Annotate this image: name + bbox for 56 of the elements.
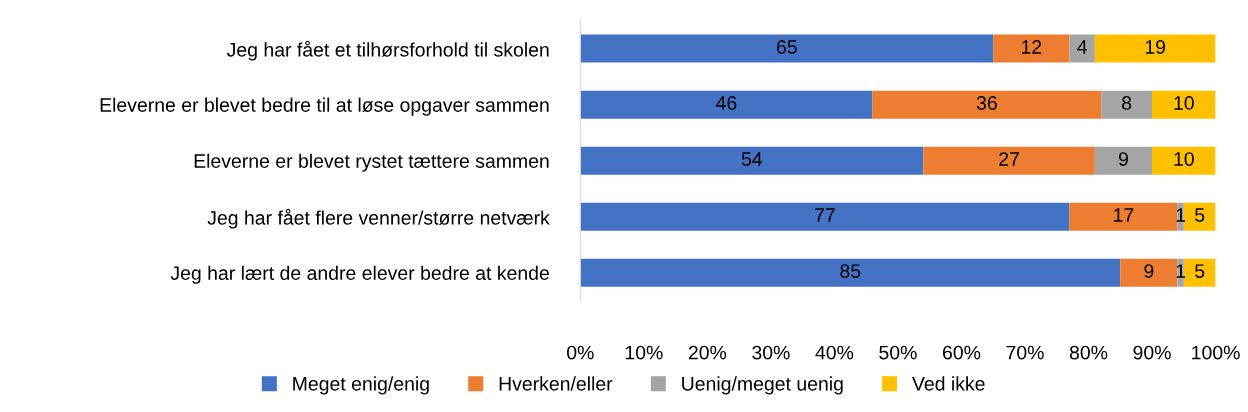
bar [1152, 146, 1216, 175]
y-tick-label: Eleverne er blevet bedre til at løse opgaver sammen [100, 97, 549, 116]
bar [1069, 34, 1095, 63]
data-label: 77 [815, 208, 835, 222]
x-tick-label: 70% [1006, 345, 1044, 360]
data-label: 5 [1195, 208, 1205, 222]
data-label: 36 [976, 96, 997, 110]
bar [1120, 258, 1178, 287]
y-tick-label: Eleverne er blevet rystet tættere sammen [194, 153, 549, 172]
x-tick-label: 0% [567, 345, 594, 360]
data-label: 12 [1022, 40, 1042, 54]
data-label: 4 [1077, 40, 1087, 54]
data-label: 65 [776, 40, 797, 54]
data-label: 10 [1174, 96, 1194, 110]
legend-label: Uenig/meget uenig [682, 376, 843, 395]
data-label: 46 [716, 96, 737, 110]
data-label: 19 [1145, 40, 1166, 54]
x-tick-label: 80% [1069, 345, 1108, 360]
data-label: 17 [1114, 208, 1134, 222]
x-tick-label: 100% [1192, 345, 1240, 360]
data-label: 54 [741, 152, 763, 166]
bar [1094, 34, 1216, 63]
bar [580, 34, 994, 63]
bar [1183, 202, 1216, 231]
y-tick-label: Jeg har fået et tilhørsforhold til skolen [226, 40, 549, 61]
bar [1183, 258, 1216, 287]
x-tick-label: 30% [752, 345, 790, 360]
bar [580, 202, 1070, 231]
data-label: 9 [1118, 152, 1128, 166]
bar [1069, 202, 1178, 231]
legend-label: Ved ikke [912, 376, 985, 391]
bar [580, 258, 1121, 287]
data-label: 8 [1122, 96, 1132, 110]
data-label: 85 [840, 264, 861, 278]
bar [1101, 90, 1153, 119]
bar [1094, 146, 1153, 175]
bar [872, 90, 1102, 119]
bar [1152, 90, 1216, 119]
bar [993, 34, 1070, 63]
x-tick-label: 20% [688, 345, 727, 360]
x-tick-label: 60% [942, 345, 981, 360]
bar [923, 146, 1095, 175]
x-tick-label: 50% [879, 345, 917, 360]
data-label: 10 [1174, 152, 1194, 166]
y-tick-label: Jeg har lært de andre elever bedre at kende [170, 265, 549, 284]
x-tick-label: 90% [1133, 345, 1171, 360]
bar [580, 90, 873, 119]
data-label: 27 [999, 152, 1019, 166]
data-label: 9 [1144, 264, 1154, 278]
x-tick-label: 10% [625, 345, 663, 360]
legend-label: Meget enig/enig [293, 376, 429, 395]
data-label: 5 [1195, 264, 1205, 278]
x-tick-label: 40% [815, 345, 854, 360]
bar [580, 146, 924, 175]
legend-label: Hverken/eller [499, 376, 613, 391]
y-tick-label: Jeg har fået flere venner/større netværk [207, 208, 550, 229]
